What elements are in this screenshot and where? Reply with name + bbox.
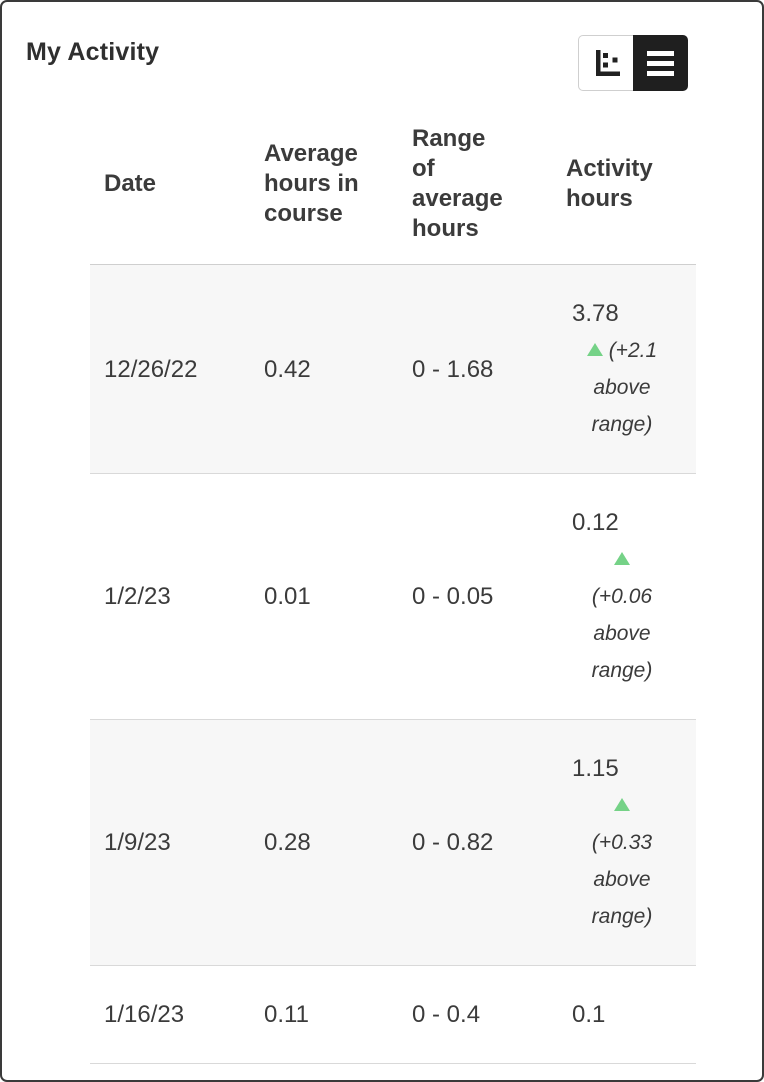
activity-value: 3.78 [572,300,619,327]
activity-hours-cell: 3.78 (+2.1 above range) [552,264,696,474]
up-triangle-icon [614,552,630,565]
range-cell: 0 - 0.05 [398,473,552,720]
table-row: 12/26/22 0.42 0 - 1.68 3.78 (+2.1 above … [90,264,696,474]
list-view-button[interactable] [633,35,688,91]
column-header-date: Date [90,102,250,265]
above-range-indicator: (+0.33 above range) [583,787,661,935]
up-triangle-icon [614,798,630,811]
above-range-indicator: (+2.1 above range) [583,332,661,443]
activity-hours-cell: 0.1 [552,965,696,1064]
avg-hours-cell: 0.28 [250,719,398,966]
range-cell: 0 - 0.4 [398,965,552,1064]
page-title: My Activity [26,38,160,66]
avg-hours-cell: 0.11 [250,965,398,1064]
activity-hours-cell: 0.12 (+0.06 above range) [552,473,696,720]
activity-value: 0.12 [572,509,619,536]
column-header-average-hours: Average hours in course [250,102,398,265]
above-range-note: (+0.33 above range) [591,831,653,928]
list-icon [647,50,674,76]
activity-value: 1.15 [572,755,619,782]
date-cell: 1/2/23 [90,473,250,720]
scatter-chart-icon [588,44,624,83]
chart-view-button[interactable] [578,35,633,91]
table-row: 1/2/23 0.01 0 - 0.05 0.12 (+0.06 above r… [90,473,696,720]
column-header-activity-hours: Activity hours [552,102,696,265]
above-range-indicator: (+0.06 above range) [583,541,661,689]
table-row: 1/16/23 0.11 0 - 0.4 0.1 [90,965,696,1064]
avg-hours-cell: 0.01 [250,473,398,720]
activity-value: 0.1 [572,1001,606,1028]
date-cell: 1/9/23 [90,719,250,966]
avg-hours-cell: 0.42 [250,264,398,474]
range-cell: 0 - 0.82 [398,719,552,966]
activity-hours-cell: 1.15 (+0.33 above range) [552,719,696,966]
column-header-range: Range of average hours [398,102,552,265]
above-range-note: (+0.06 above range) [591,585,653,682]
activity-table: Date Average hours in course Range of av… [90,102,696,1064]
table-row: 1/9/23 0.28 0 - 0.82 1.15 (+0.33 above r… [90,719,696,966]
above-range-note: (+2.1 above range) [591,339,658,436]
date-cell: 12/26/22 [90,264,250,474]
panel-header: My Activity [2,2,762,102]
date-cell: 1/16/23 [90,965,250,1064]
range-cell: 0 - 1.68 [398,264,552,474]
table-header-row: Date Average hours in course Range of av… [90,102,696,265]
up-triangle-icon [586,343,603,356]
view-toggle [578,35,688,91]
